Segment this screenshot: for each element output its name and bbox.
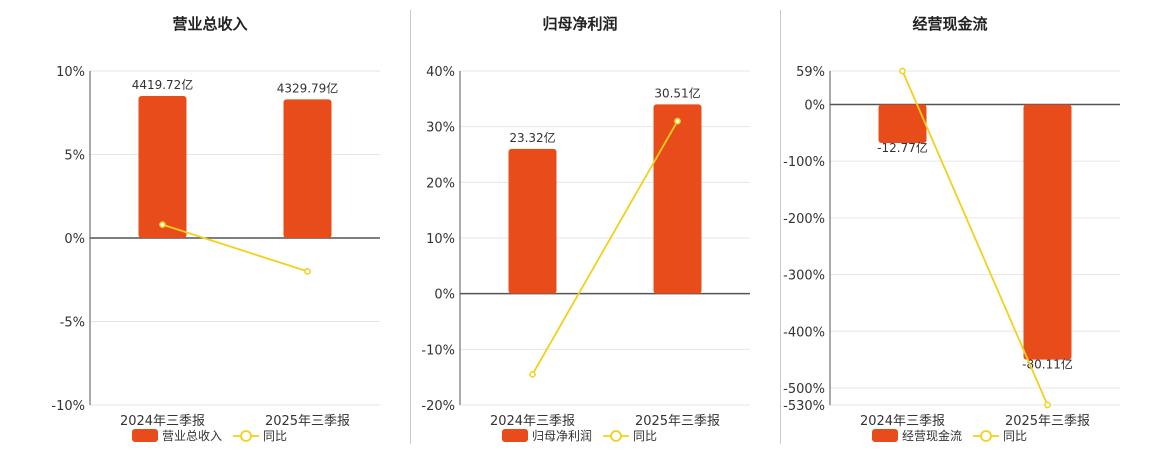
y-tick-label: 0% — [804, 98, 825, 113]
bar-value-label: -12.77亿 — [877, 140, 928, 155]
y-tick-label: -400% — [783, 325, 825, 340]
legend-bar-swatch[interactable] — [502, 429, 528, 442]
chart-svg: 归母净利润 40% 30% 20% 10% 0% -10% -20% 23.32亿 30.51亿 2… — [421, 15, 750, 443]
yoy-point[interactable] — [899, 67, 906, 75]
legend: 归母净利润 同比 — [502, 429, 657, 443]
y-tick-label: -530% — [783, 399, 825, 414]
y-tick-label: 40% — [426, 65, 455, 80]
yoy-point[interactable] — [304, 268, 311, 275]
x-tick-label: 2024年三季报 — [490, 414, 575, 429]
chart-panel-cashflow: 经营现金流 59% 0% -100% -200% -300% -400% -500% -530%… — [780, 0, 1150, 450]
bar[interactable] — [878, 104, 927, 144]
yoy-point[interactable] — [1044, 401, 1051, 409]
legend-line-marker — [240, 430, 252, 442]
y-tick-label: -500% — [783, 382, 825, 397]
bar-value-label: -80.11亿 — [1022, 357, 1073, 372]
y-tick-label: -5% — [60, 316, 85, 331]
bar-value-label: 23.32亿 — [509, 130, 555, 145]
chart-title: 营业总收入 — [172, 15, 247, 33]
y-tick-label: -10% — [421, 343, 455, 358]
yoy-line — [531, 120, 679, 375]
yoy-point[interactable] — [674, 117, 681, 125]
bar-value-label: 30.51亿 — [654, 85, 700, 100]
yoy-line — [901, 70, 1049, 406]
bar[interactable] — [1023, 104, 1072, 360]
panel-divider — [410, 10, 411, 444]
legend-label[interactable]: 同比 — [1003, 429, 1027, 443]
chart-title: 经营现金流 — [912, 15, 987, 33]
y-tick-label: -10% — [51, 399, 85, 414]
y-tick-label: 59% — [796, 65, 825, 80]
x-tick-label: 2025年三季报 — [1005, 414, 1090, 429]
y-tick-label: 10% — [426, 232, 455, 247]
y-tick-label: 5% — [64, 149, 85, 164]
x-tick-label: 2025年三季报 — [265, 414, 350, 429]
legend-label[interactable]: 营业总收入 — [162, 429, 222, 443]
bar[interactable] — [653, 104, 702, 294]
chart-svg: 营业总收入 10% 5% 0% -5% -10% 4419.72亿 4329.79亿 2024年… — [51, 15, 380, 443]
x-tick-label: 2025年三季报 — [635, 414, 720, 429]
panel-divider — [780, 10, 781, 444]
chart-panel-revenue: 营业总收入 10% 5% 0% -5% -10% 4419.72亿 4329.79亿 2024年… — [40, 0, 410, 450]
chart-svg: 经营现金流 59% 0% -100% -200% -300% -400% -500% -530%… — [783, 15, 1120, 443]
y-tick-label: 30% — [426, 121, 455, 136]
legend-label[interactable]: 同比 — [633, 429, 657, 443]
yoy-line — [162, 223, 308, 273]
legend-label[interactable]: 同比 — [263, 429, 287, 443]
bar-value-label: 4419.72亿 — [132, 77, 194, 92]
legend: 营业总收入 同比 — [132, 429, 287, 443]
bar-value-label: 4329.79亿 — [277, 80, 339, 95]
y-tick-label: 20% — [426, 176, 455, 191]
legend-label[interactable]: 经营现金流 — [902, 428, 962, 443]
y-tick-label: 10% — [56, 65, 85, 80]
y-tick-label: -100% — [783, 155, 825, 170]
yoy-point[interactable] — [529, 371, 536, 378]
y-tick-label: -200% — [783, 212, 825, 227]
y-tick-label: -20% — [421, 399, 455, 414]
y-tick-label: 0% — [434, 288, 455, 303]
chart-title: 归母净利润 — [542, 15, 617, 33]
legend-line-marker — [610, 430, 622, 442]
x-tick-label: 2024年三季报 — [860, 414, 945, 429]
y-tick-label: -300% — [783, 269, 825, 284]
legend: 经营现金流 同比 — [872, 428, 1027, 443]
bar[interactable] — [138, 96, 187, 238]
legend-label[interactable]: 归母净利润 — [532, 429, 592, 443]
legend-bar-swatch[interactable] — [132, 429, 158, 442]
legend-line-marker — [980, 430, 992, 442]
y-tick-label: 0% — [64, 232, 85, 247]
legend-bar-swatch[interactable] — [872, 429, 898, 442]
x-tick-label: 2024年三季报 — [120, 414, 205, 429]
chart-panel-net-profit: 归母净利润 40% 30% 20% 10% 0% -10% -20% 23.32亿 30.51亿 2… — [410, 0, 780, 450]
yoy-point[interactable] — [159, 221, 166, 228]
bar[interactable] — [508, 148, 557, 294]
bar[interactable] — [283, 99, 332, 238]
